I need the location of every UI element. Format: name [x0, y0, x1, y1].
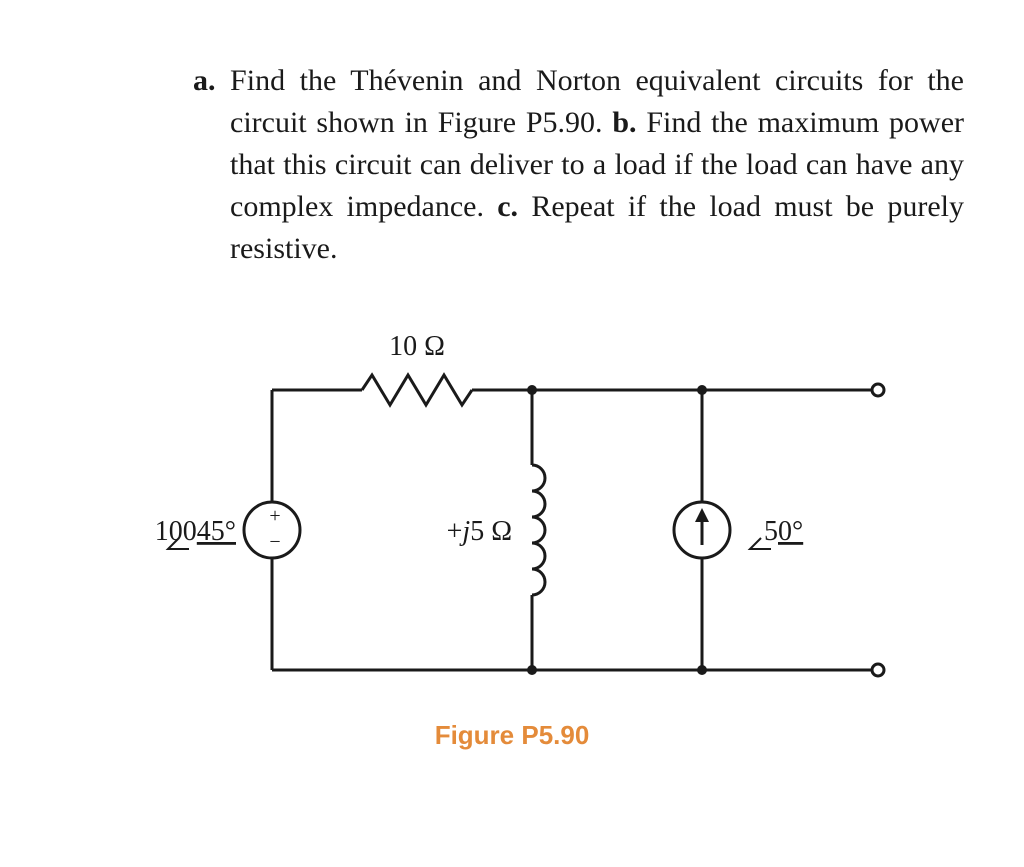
page-container: P5.90.a. Find the Thévenin and Norton eq…	[0, 0, 1024, 867]
problem-statement: P5.90.a. Find the Thévenin and Norton eq…	[60, 60, 964, 270]
junction-node	[697, 385, 707, 395]
inductor	[532, 465, 545, 595]
inductor-label: +j5 Ω	[447, 516, 512, 547]
part-c-label: c.	[497, 190, 518, 223]
circuit-figure: + − 10045° 10 Ω +j5 Ω 50°	[132, 310, 892, 710]
resistor	[362, 375, 472, 405]
terminal-top	[872, 384, 884, 396]
resistor-label: 10 Ω	[389, 331, 445, 362]
vs-minus: −	[269, 531, 280, 553]
junction-node	[697, 665, 707, 675]
junction-node	[527, 665, 537, 675]
figure-caption: Figure P5.90	[60, 720, 964, 751]
problem-number: P5.90.	[60, 60, 193, 102]
part-a-label: a.	[193, 64, 216, 97]
cs-label: 50°	[764, 516, 803, 547]
part-b-label: b.	[612, 106, 636, 139]
junction-node	[527, 385, 537, 395]
cs-arrow-head	[695, 508, 709, 522]
terminal-bottom	[872, 664, 884, 676]
vs-label: 10045°	[155, 516, 236, 547]
vs-plus: +	[269, 505, 280, 527]
